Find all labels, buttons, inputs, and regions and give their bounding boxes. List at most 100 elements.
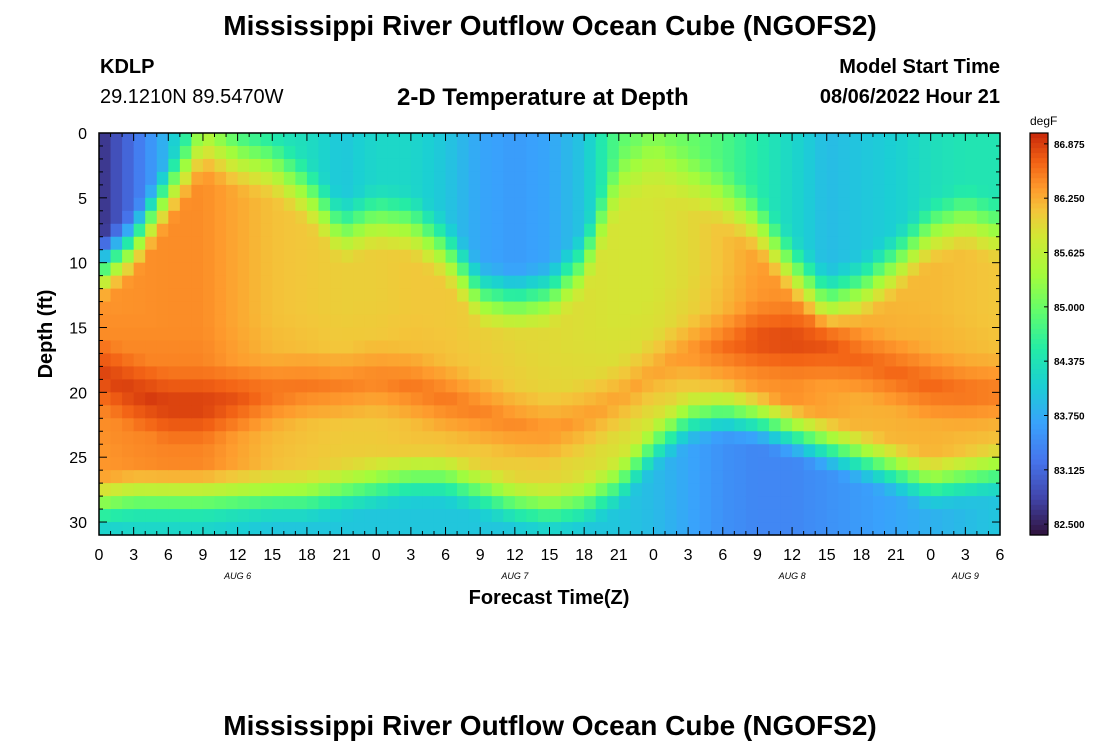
heatmap-cell: [768, 171, 782, 186]
heatmap-cell: [364, 145, 377, 160]
heatmap-cell: [237, 145, 250, 160]
heatmap-cell: [353, 133, 366, 147]
heatmap-cell: [676, 236, 689, 251]
heatmap-cell: [549, 509, 562, 523]
heatmap-cell: [410, 223, 424, 238]
heatmap-cell: [226, 405, 239, 419]
heatmap-cell: [711, 133, 724, 147]
heatmap-cell: [514, 210, 527, 225]
heatmap-cell: [353, 327, 366, 342]
heatmap-cell: [306, 353, 320, 368]
heatmap-cell: [976, 210, 990, 225]
colorbar-swatch: [1030, 248, 1048, 255]
heatmap-cell: [202, 444, 216, 458]
heatmap-cell: [653, 483, 666, 497]
heatmap-cell: [260, 418, 273, 432]
heatmap-cell: [445, 483, 458, 497]
heatmap-cell: [861, 444, 874, 458]
heatmap-cell: [630, 457, 643, 471]
heatmap-cell: [99, 133, 112, 147]
heatmap-cell: [295, 392, 308, 406]
heatmap-cell: [561, 353, 574, 368]
heatmap-cell: [133, 210, 146, 225]
heatmap-cell: [618, 379, 631, 393]
colorbar-tick-label: 85.625: [1054, 249, 1085, 260]
x-tick-label: 21: [333, 547, 351, 564]
heatmap-cell: [376, 275, 389, 290]
heatmap-cell: [202, 457, 216, 471]
heatmap-cell: [653, 431, 666, 445]
heatmap-cell: [757, 418, 770, 432]
heatmap-cell: [422, 522, 435, 536]
heatmap-cell: [226, 522, 239, 536]
heatmap-cell: [734, 470, 747, 484]
heatmap-cell: [410, 197, 424, 212]
heatmap-cell: [953, 444, 966, 458]
heatmap-cell: [399, 171, 412, 186]
heatmap-cell: [145, 197, 158, 212]
heatmap-cell: [792, 210, 805, 225]
heatmap-cell: [272, 392, 285, 406]
heatmap-cell: [572, 418, 585, 432]
heatmap-cell: [641, 522, 655, 536]
heatmap-cell: [549, 236, 562, 251]
heatmap-cell: [145, 405, 158, 419]
heatmap-cell: [202, 184, 216, 199]
heatmap-cell: [168, 184, 181, 199]
heatmap-cell: [168, 158, 181, 173]
heatmap-cell: [699, 184, 712, 199]
heatmap-cell: [491, 210, 504, 225]
heatmap-cell: [468, 353, 481, 368]
heatmap-cell: [399, 327, 412, 342]
heatmap-cell: [665, 470, 678, 484]
x-date-label: AUG 6: [223, 571, 251, 581]
heatmap-cell: [768, 223, 782, 238]
colorbar-swatch: [1030, 288, 1048, 295]
heatmap-cell: [665, 158, 678, 173]
heatmap-cell: [930, 392, 943, 406]
heatmap-cell: [572, 379, 585, 393]
colorbar-swatch: [1030, 494, 1048, 501]
heatmap-cell: [249, 470, 262, 484]
heatmap-cell: [457, 509, 470, 523]
heatmap-cell: [156, 444, 169, 458]
heatmap-cell: [480, 366, 493, 380]
heatmap-cell: [191, 314, 204, 329]
heatmap-cell: [480, 223, 493, 238]
heatmap-cell: [537, 444, 551, 458]
heatmap-cell: [537, 496, 551, 510]
heatmap-cell: [907, 314, 920, 329]
heatmap-cell: [457, 145, 470, 160]
heatmap-cell: [757, 470, 770, 484]
heatmap-cell: [861, 301, 874, 316]
heatmap-cell: [376, 249, 389, 264]
heatmap-cell: [549, 483, 562, 497]
colorbar-swatch: [1030, 133, 1048, 139]
heatmap-cell: [561, 314, 574, 329]
heatmap-cell: [249, 340, 262, 355]
heatmap-cell: [468, 171, 481, 186]
heatmap-cell: [122, 470, 135, 484]
heatmap-cell: [318, 392, 331, 406]
heatmap-cell: [260, 509, 273, 523]
heatmap-cell: [826, 470, 839, 484]
heatmap-cell: [353, 145, 366, 160]
heatmap-cell: [514, 366, 527, 380]
heatmap-cell: [965, 197, 978, 212]
heatmap-cell: [179, 392, 193, 406]
heatmap-cell: [792, 470, 805, 484]
heatmap-cell: [168, 236, 181, 251]
heatmap-cell: [872, 327, 886, 342]
heatmap-cell: [191, 301, 204, 316]
heatmap-cell: [722, 379, 735, 393]
heatmap-cell: [849, 158, 862, 173]
heatmap-cell: [861, 171, 874, 186]
colorbar-swatch: [1030, 188, 1048, 194]
heatmap-cell: [976, 470, 990, 484]
heatmap-cell: [584, 496, 597, 510]
heatmap-cell: [226, 340, 239, 355]
heatmap-cell: [780, 288, 793, 303]
heatmap-cell: [133, 158, 146, 173]
heatmap-cell: [896, 184, 909, 199]
heatmap-cell: [630, 353, 643, 368]
